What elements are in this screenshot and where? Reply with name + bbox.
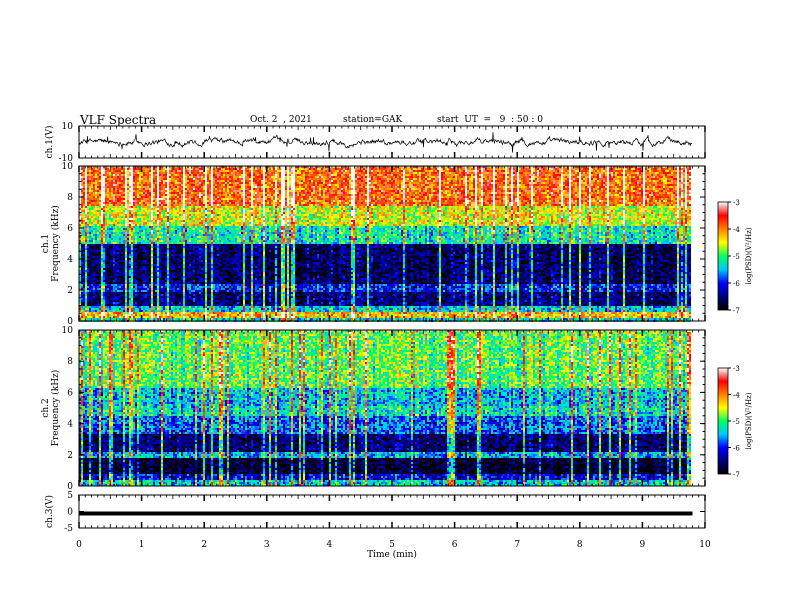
xtick-label: 10: [699, 540, 711, 550]
ch1-colorbar-tick-label: -6: [733, 280, 740, 288]
ch3-waveform-ytick-label: -5: [64, 524, 73, 534]
x-axis-label: Time (min): [367, 549, 417, 560]
xtick-label: 8: [577, 540, 583, 550]
xtick-label: 3: [264, 540, 270, 550]
xtick-label: 7: [514, 540, 520, 550]
ch3-waveform-ytick-label: 0: [67, 508, 73, 518]
figure-title: VLF Spectra: [80, 113, 156, 127]
ch2-spectrogram-ytick-label: 8: [67, 357, 73, 367]
ch1-spectrogram-ytick-label: 2: [67, 286, 73, 296]
date-label: Oct. 2 , 2021: [250, 115, 312, 125]
xtick-label: 0: [76, 540, 82, 550]
xtick-label: 6: [452, 540, 458, 550]
xtick-label: 4: [327, 540, 333, 550]
ch2-colorbar-tick-label: -7: [733, 471, 740, 479]
ch2-spectrogram-ytick-label: 4: [67, 420, 73, 430]
ch1-spectrogram-ytick-label: 8: [67, 193, 73, 203]
ch2-spectrogram-ylabel: Frequency (kHz): [50, 370, 61, 447]
ch1-colorbar-tick-label: -3: [733, 199, 740, 207]
ch1-spectrogram-ytick-label: 6: [67, 224, 73, 234]
ch1-waveform-ytick-label: 10: [62, 122, 74, 132]
ch3-waveform-ylabel: ch.3(V): [44, 495, 55, 528]
ch1-spectrogram-ytick-label: 4: [67, 255, 73, 265]
ch1-colorbar-tick-label: -4: [733, 226, 740, 234]
station-label: station=GAK: [343, 115, 402, 125]
ch1-spectrogram-ytick-label: 10: [62, 162, 74, 172]
ch1-spectrogram-ylabel: Frequency (kHz): [50, 205, 61, 282]
ch2-colorbar-label: log(PSD)(V²/Hz): [745, 392, 753, 449]
ch2-spectrogram-ytick-label: 6: [67, 388, 73, 398]
ch2-colorbar-tick-label: -4: [733, 392, 740, 400]
ch1-waveform-ylabel: ch.1(V): [44, 126, 55, 159]
xtick-label: 2: [201, 540, 207, 550]
xtick-label: 1: [139, 540, 145, 550]
ch2-colorbar-tick-label: -3: [733, 365, 740, 373]
ch1-waveform-ytick-label: -10: [59, 154, 74, 164]
xtick-label: 5: [389, 540, 395, 550]
ch2-spectrogram-ytick-label: 2: [67, 451, 73, 461]
ch1-colorbar: [717, 201, 729, 311]
ch2-spectrogram-ylabel-channel: ch.2: [41, 398, 51, 417]
ch3-waveform-ytick-label: 5: [67, 491, 73, 501]
ch1-waveform-trace: [78, 132, 693, 153]
ch2-colorbar-tick-label: -5: [733, 418, 740, 426]
ch1-colorbar-tick-label: -7: [733, 307, 740, 315]
xtick-label: 9: [640, 540, 646, 550]
ch2-colorbar-tick-label: -6: [733, 445, 740, 453]
ch1-spectrogram-image: [79, 166, 691, 322]
ch2-spectrogram-ytick-label: 0: [67, 482, 73, 492]
ch2-colorbar: [717, 367, 729, 475]
ch1-spectrogram-ylabel-channel: ch.1: [41, 234, 51, 253]
ch1-colorbar-label: log(PSD)(V²/Hz): [745, 227, 753, 284]
ch1-colorbar-tick-label: -5: [733, 253, 740, 261]
ch2-spectrogram-image: [79, 330, 691, 486]
ch2-spectrogram-ytick-label: 10: [62, 326, 74, 336]
ch1-spectrogram-ytick-label: 0: [67, 317, 73, 327]
start-time-label: start UT = 9 : 50 : 0: [437, 115, 543, 125]
